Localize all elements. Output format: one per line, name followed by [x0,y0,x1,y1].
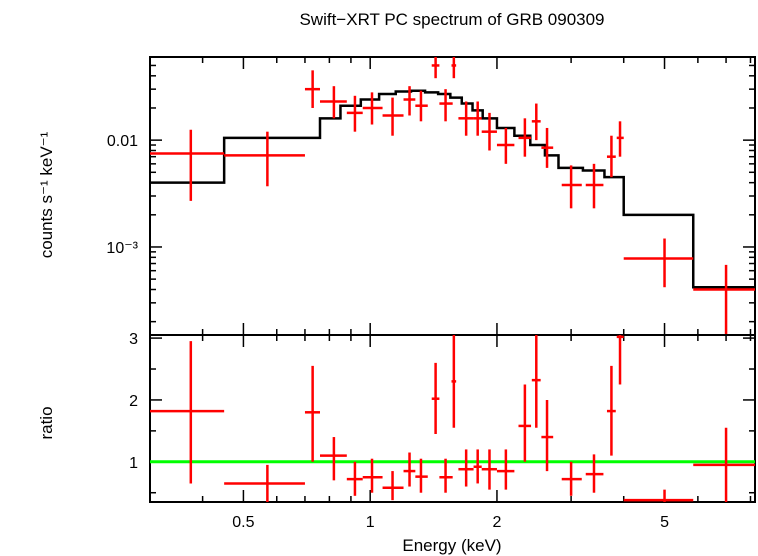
x-tick-label: 1 [366,514,375,531]
data-point [431,57,440,79]
data-point [346,95,363,132]
ratio-point [415,458,428,493]
ratio-point [451,335,457,428]
ratio-y-tick-label: 2 [129,393,138,410]
y-tick-label: 10⁻³ [106,240,138,257]
x-tick-label: 5 [660,514,669,531]
ratio-point [561,461,582,496]
data-point [362,92,383,125]
ratio-point [496,449,515,490]
x-tick-label: 0.5 [232,514,254,531]
ratio-point [431,362,440,434]
y-tick-label: 0.01 [107,133,138,150]
x-tick-label: 2 [492,514,501,531]
data-point [518,118,532,157]
ratio-point [623,489,694,502]
data-point [403,86,416,116]
ratio-point [606,365,616,456]
ratio-point [473,449,482,484]
ratio-point [382,471,404,501]
data-point [304,70,320,108]
data-point [415,90,428,122]
data-point [473,101,482,136]
ratio-frame [149,334,756,503]
ratio-point [319,437,347,481]
ratio-y-axis-label: ratio [37,406,56,439]
chart-title: Swift−XRT PC spectrum of GRB 090309 [299,10,604,29]
data-point [693,264,755,335]
ratio-point [150,341,225,484]
data-point [382,97,404,136]
ratio-point [403,452,416,487]
ratio-point [541,399,554,472]
data-point [451,57,457,79]
data-point [481,112,497,151]
data-point [496,127,515,164]
ratio-point [616,335,624,385]
top-y-axis-label: counts s⁻¹ keV⁻¹ [37,131,56,258]
data-point [623,238,694,288]
x-axis-label: Energy (keV) [402,536,501,555]
data-point [439,89,453,122]
ratio-point [481,449,497,490]
data-point [606,135,616,178]
ratio-point [518,384,532,462]
data-point [616,121,624,157]
ratio-point [693,427,755,502]
ratio-point [585,454,604,493]
data-point [541,127,554,168]
data-point [150,129,225,201]
ratio-y-tick-label: 1 [129,455,138,472]
data-point [458,101,474,136]
ratio-y-tick-label: 3 [129,331,138,348]
ratio-point [304,365,320,462]
ratio-point [439,458,453,493]
ratio-point [531,335,541,428]
ratio-point [346,461,363,496]
data-point [224,131,305,187]
data-point [319,86,347,119]
data-point [561,165,582,209]
ratio-panel: 0.5 1 2 5 1 2 3 [129,331,756,531]
spectrum-panel: 0.01 10⁻³ [106,56,756,336]
ratio-point [458,449,474,487]
ratio-point [224,464,305,502]
data-point [531,103,541,141]
data-point [585,163,604,209]
ratio-point [362,458,383,493]
